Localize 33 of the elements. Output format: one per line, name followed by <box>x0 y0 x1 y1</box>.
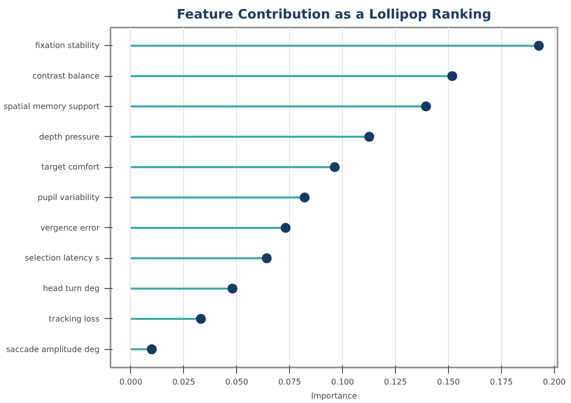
y-tick-label: fixation stability <box>35 41 100 50</box>
point <box>262 253 272 264</box>
y-tick-label: selection latency s <box>24 254 100 263</box>
y-tick-label: pupil variability <box>38 193 100 202</box>
point <box>364 132 374 142</box>
x-axis-title: Importance <box>311 392 357 400</box>
point <box>280 222 291 233</box>
point <box>227 284 238 294</box>
point <box>300 192 310 202</box>
point <box>196 314 206 324</box>
x-tick-label: 0.025 <box>172 378 196 386</box>
y-tick-label: target comfort <box>41 162 100 172</box>
y-tick-label: saccade amplitude deg <box>6 344 100 354</box>
y-tick-label: head turn deg <box>42 284 100 294</box>
chart-title: Feature Contribution as a Lollipop Ranking <box>176 8 492 22</box>
x-tick-label: 0.175 <box>490 378 513 386</box>
x-tick-label: 0.050 <box>225 378 248 386</box>
y-tick-label: spatial memory support <box>4 102 100 111</box>
point <box>534 40 544 51</box>
y-tick-label: depth pressure <box>39 132 100 142</box>
y-tick-label: tracking loss <box>48 314 100 324</box>
y-tick-label: contrast balance <box>32 72 100 81</box>
x-tick-label: 0.150 <box>437 378 460 386</box>
point <box>421 101 432 112</box>
x-tick-label: 0.125 <box>384 378 407 386</box>
point <box>447 71 458 82</box>
x-tick-label: 0.100 <box>331 378 354 386</box>
point <box>146 344 157 354</box>
x-tick-label: 0.075 <box>278 378 302 386</box>
x-tick-label: 0.200 <box>542 378 566 386</box>
point <box>330 162 340 172</box>
x-tick-label: 0.000 <box>119 378 142 386</box>
y-tick-label: vergence error <box>40 223 100 232</box>
